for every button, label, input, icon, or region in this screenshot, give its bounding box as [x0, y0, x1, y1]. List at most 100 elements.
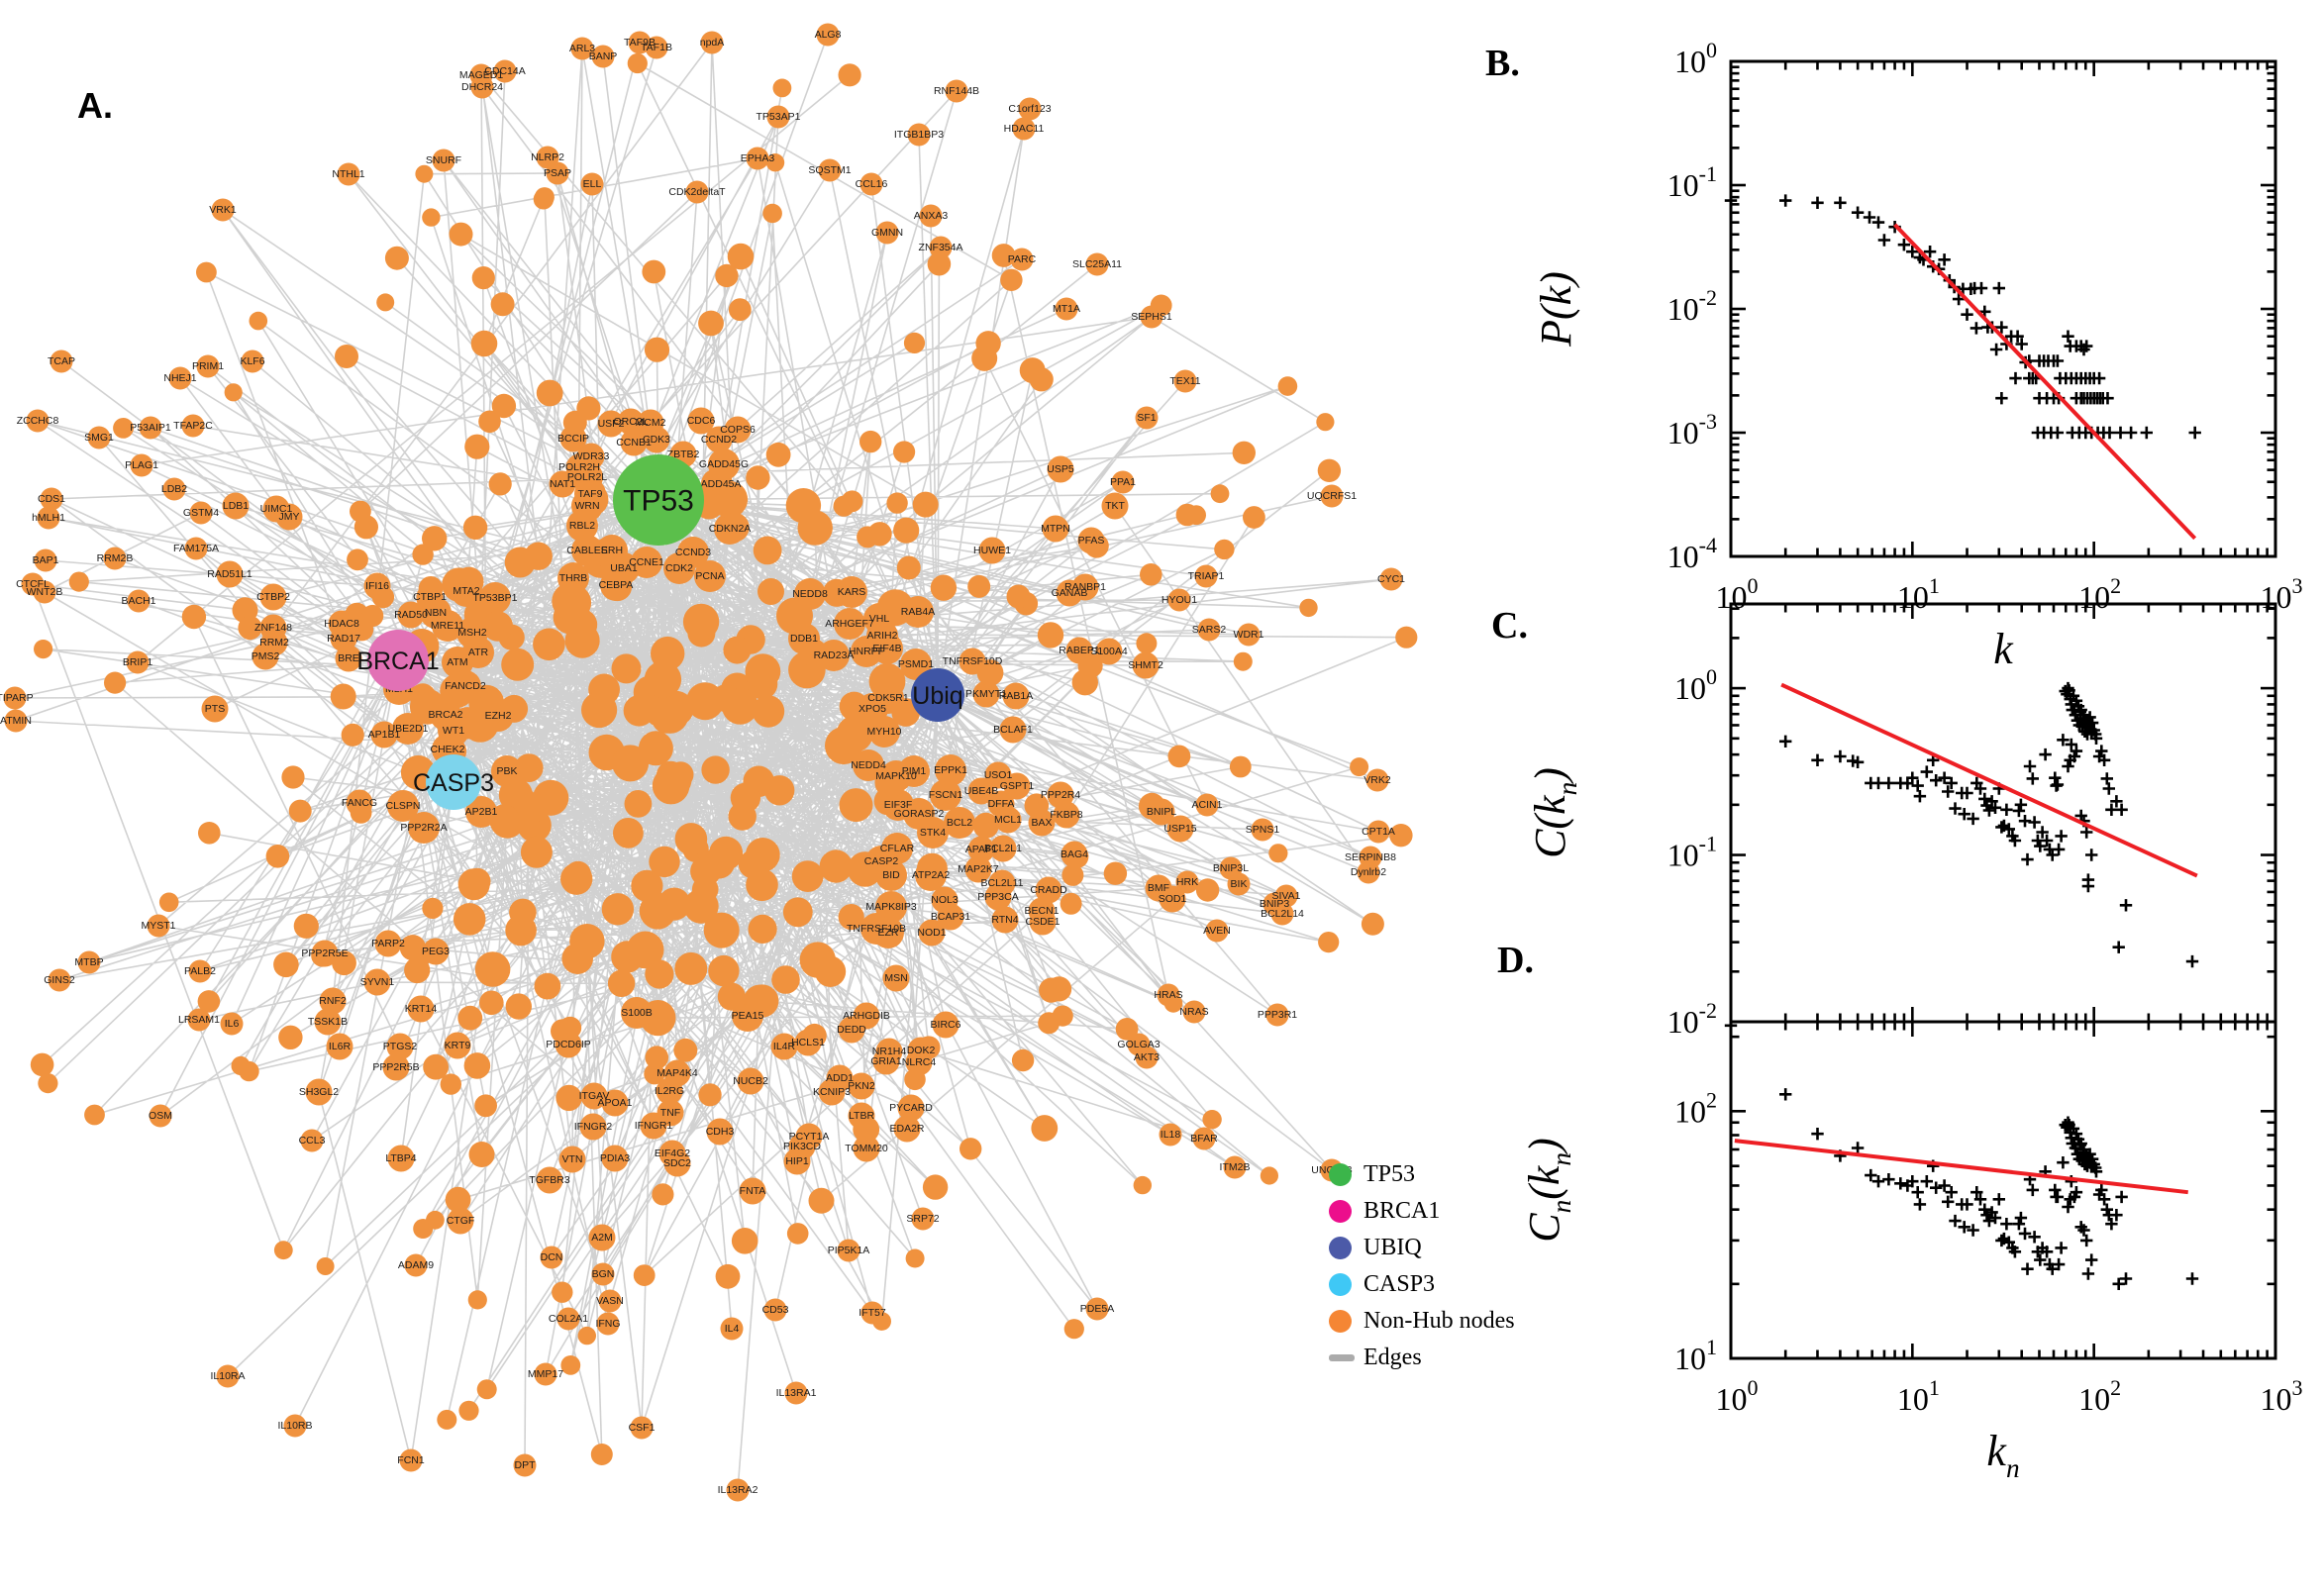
node-label: ZNF354A	[919, 242, 963, 253]
node-label: KRT9	[445, 1040, 471, 1051]
node-label: FKBP8	[1050, 809, 1082, 821]
network-filler-node	[1243, 506, 1265, 529]
network-filler-node	[638, 731, 673, 766]
node-label: TSSK1B	[308, 1016, 348, 1028]
node-label: WDR1	[1234, 629, 1264, 641]
network-node	[907, 123, 931, 147]
node-label: DOK2	[907, 1045, 936, 1056]
network-filler-node	[1316, 413, 1335, 432]
network-node	[1085, 252, 1109, 276]
network-filler-node	[451, 707, 484, 740]
network-filler-node	[1163, 994, 1183, 1013]
network-node	[149, 1104, 172, 1128]
network-node	[893, 1115, 921, 1143]
network-filler-node	[104, 671, 127, 694]
node-label: MMP17	[528, 1368, 563, 1380]
network-filler-node	[922, 1174, 949, 1200]
network-filler-node	[533, 189, 555, 210]
network-node	[335, 645, 362, 672]
node-label: SDC2	[663, 1157, 691, 1169]
network-filler-node	[1195, 878, 1220, 902]
network-filler-node	[354, 515, 378, 540]
network-node	[513, 1453, 537, 1477]
network-filler-node	[701, 755, 730, 784]
node-label: RAB1A	[999, 690, 1033, 702]
network-filler-node	[674, 951, 708, 985]
node-label: BCL2L11	[980, 877, 1023, 889]
network-node	[579, 1113, 607, 1141]
network-node	[189, 501, 213, 525]
network-node	[326, 1033, 354, 1060]
node-label: KCNIP3	[813, 1086, 851, 1098]
network-node	[1029, 908, 1057, 936]
panel-D-frame	[1729, 1020, 2277, 1360]
node-label: CTBP2	[256, 591, 290, 603]
network-node	[33, 580, 56, 604]
node-label: S100B	[621, 1007, 653, 1019]
network-node	[126, 650, 150, 674]
node-label: CHEK2	[430, 744, 464, 755]
node-label: KRT14	[405, 1003, 438, 1015]
network-filler-node	[591, 538, 622, 568]
node-label: MSH2	[457, 627, 486, 639]
node-label: SHMT2	[1128, 659, 1163, 671]
nonhub-dot-icon	[1329, 1310, 1352, 1333]
network-filler-node	[841, 490, 863, 513]
network-node	[818, 158, 842, 182]
network-node	[1365, 768, 1389, 792]
node-label: COPS6	[720, 424, 756, 436]
network-node	[1132, 651, 1160, 679]
node-label: PMS2	[252, 650, 280, 662]
node-label: WRN	[574, 500, 599, 512]
network-node	[275, 503, 303, 531]
network-node	[407, 995, 435, 1023]
node-label: UBE4B	[964, 785, 998, 797]
node-label: IFNGR2	[574, 1121, 613, 1133]
network-filler-node	[293, 913, 319, 939]
network-filler-node	[288, 799, 312, 823]
node-label: PCNA	[695, 570, 724, 582]
node-label: TEX11	[1169, 375, 1200, 387]
legend-item-tp53: TP53	[1329, 1156, 1515, 1193]
network-filler-node	[746, 465, 770, 490]
node-label: SEPHS1	[1131, 311, 1172, 323]
network-node	[994, 806, 1022, 834]
network-node	[932, 1011, 960, 1039]
network-node	[162, 477, 186, 501]
network-node	[763, 1298, 787, 1322]
node-label: RRM2B	[97, 552, 134, 564]
network-filler-node	[601, 893, 635, 926]
tick-label: 10-2	[1667, 285, 1717, 327]
node-label: CYC1	[1377, 573, 1405, 585]
network-filler-node	[551, 1019, 575, 1044]
node-label: ANXA3	[914, 210, 949, 222]
network-filler-node	[1000, 268, 1023, 291]
network-node	[591, 1262, 615, 1286]
node-label: IFNG	[595, 1318, 620, 1330]
node-label: CPT1A	[1362, 826, 1395, 838]
network-filler-node	[478, 410, 501, 434]
network-filler-node	[652, 696, 689, 734]
network-node	[188, 959, 212, 983]
network-filler-node	[905, 1248, 925, 1268]
network-filler-node	[1064, 845, 1089, 869]
network-filler-node	[1103, 861, 1128, 885]
network-filler-node	[1061, 863, 1084, 886]
node-label: USP15	[1163, 823, 1196, 835]
legend-label: UBIQ	[1364, 1235, 1422, 1260]
node-label: PPP2R4	[1041, 789, 1080, 801]
node-label: BAP1	[33, 554, 59, 566]
network-node	[1010, 248, 1034, 271]
network-node	[859, 172, 883, 196]
network-node	[241, 349, 264, 373]
node-label: SMG1	[84, 432, 114, 444]
node-label: HYOU1	[1162, 594, 1197, 606]
network-node	[598, 1289, 622, 1313]
network-filler-node	[711, 684, 740, 713]
node-label: BNIP3L	[1213, 862, 1249, 874]
node-label: KLF6	[240, 355, 264, 367]
network-node	[252, 643, 279, 670]
network-node	[580, 1082, 608, 1110]
network-node	[220, 1012, 244, 1036]
